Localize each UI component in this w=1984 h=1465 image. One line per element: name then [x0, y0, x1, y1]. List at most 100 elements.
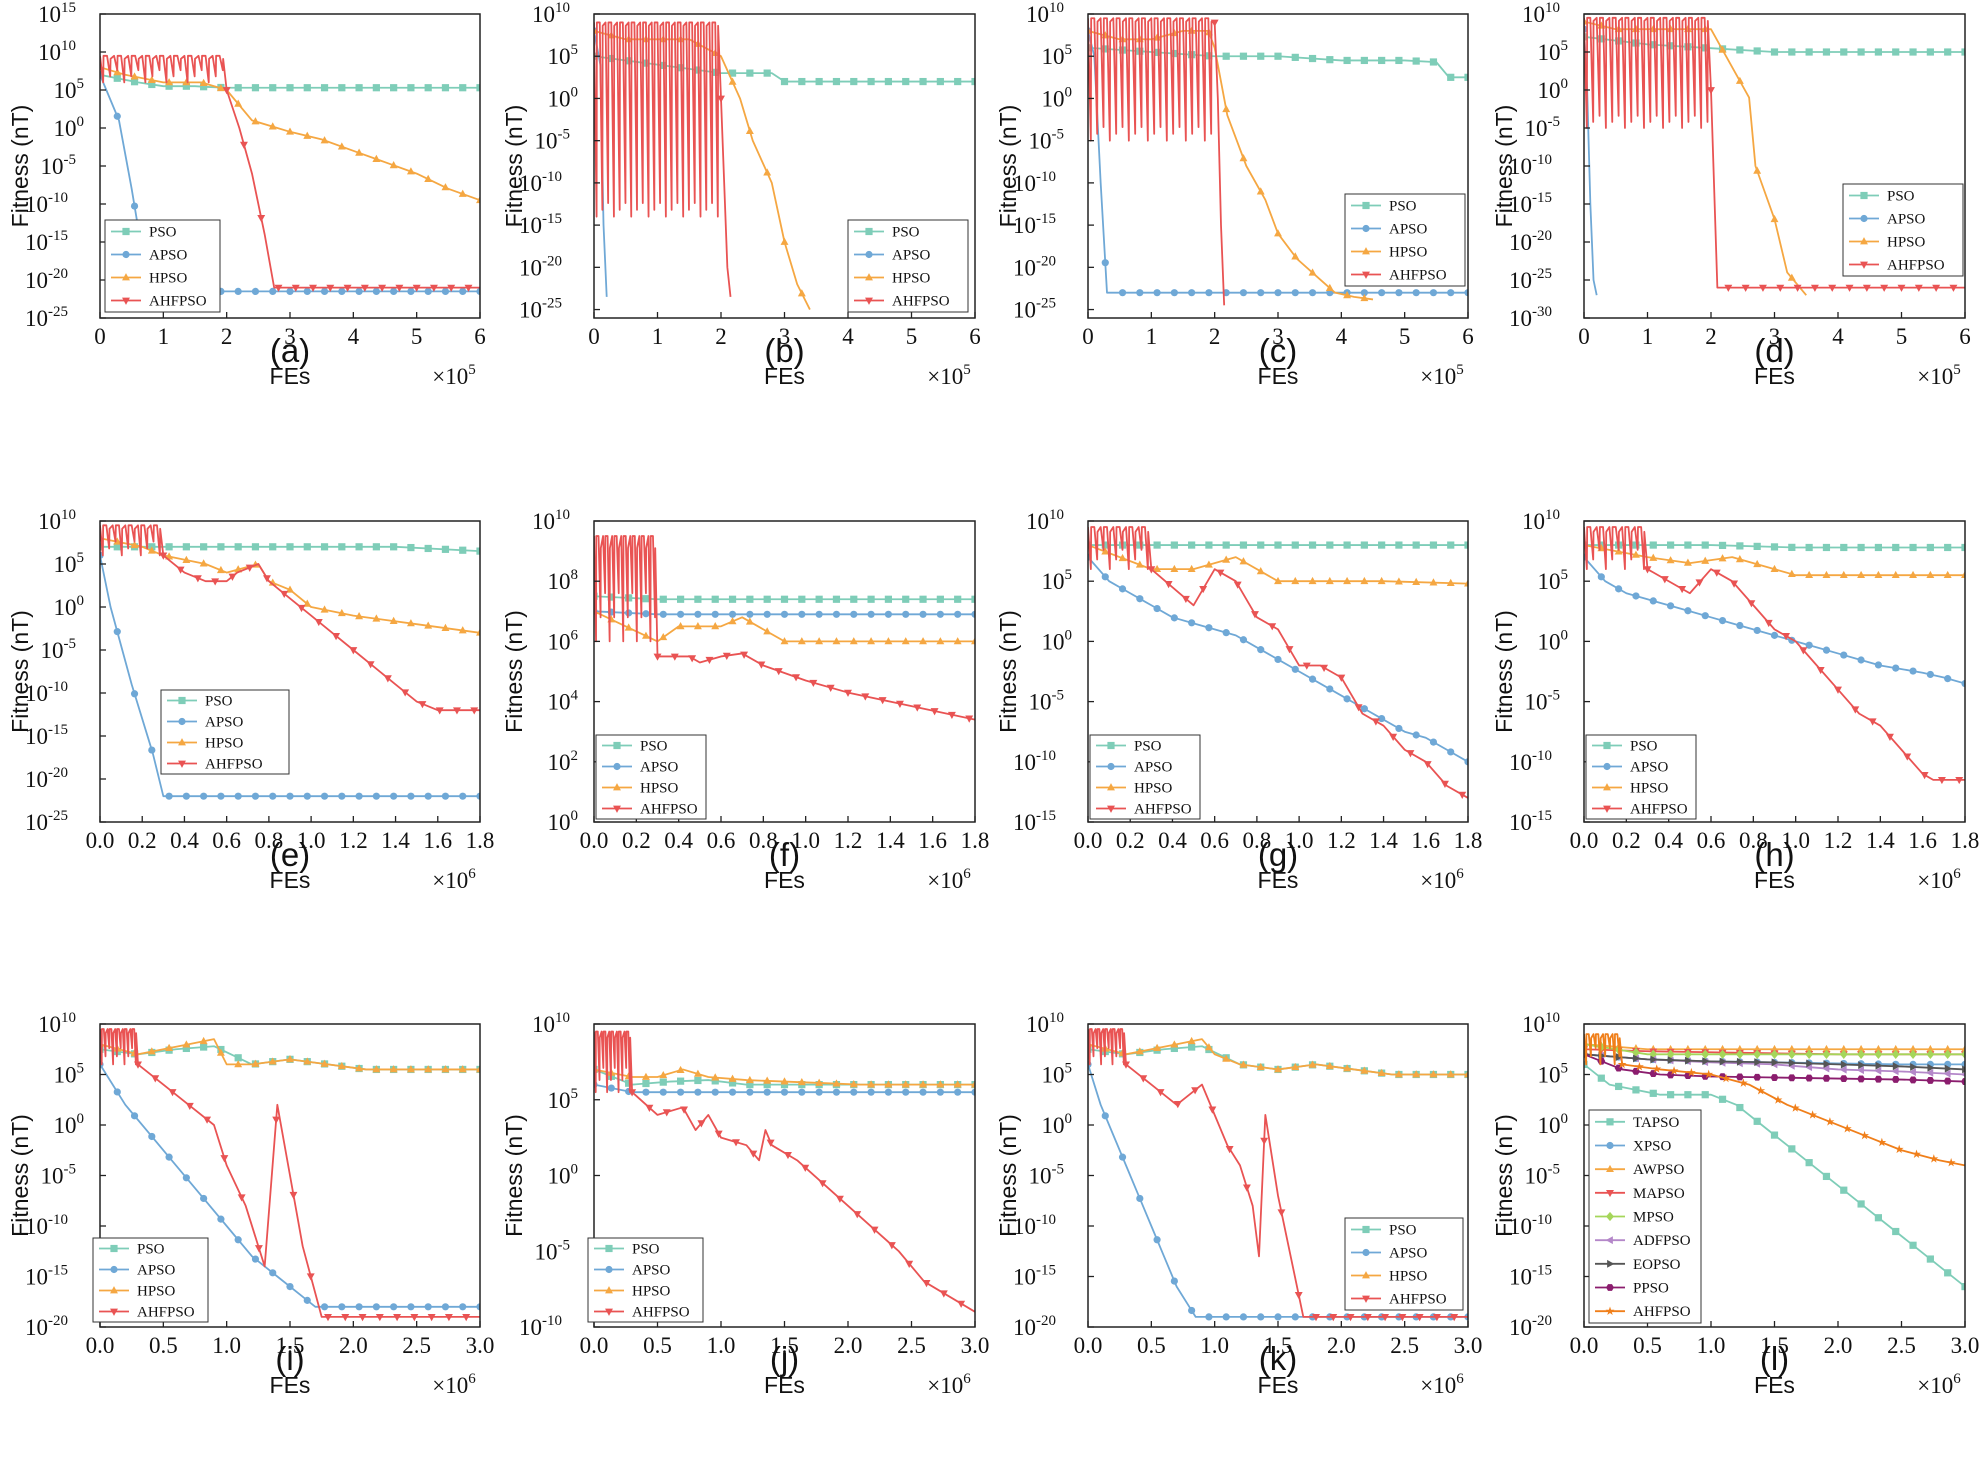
legend-label: PSO — [1389, 199, 1417, 215]
legend-marker — [605, 1244, 613, 1253]
data-point — [835, 1195, 844, 1203]
legend-label: PSO — [1887, 189, 1915, 205]
x-tick-label: 0.8 — [749, 828, 778, 853]
data-point — [1718, 45, 1727, 53]
data-point — [1683, 1049, 1692, 1059]
data-point — [309, 284, 317, 292]
data-point — [1686, 1067, 1696, 1077]
data-point — [182, 1040, 191, 1048]
data-point — [1874, 661, 1883, 669]
data-point — [1256, 1062, 1265, 1071]
data-point — [1325, 1061, 1334, 1070]
chart-panel-4: 0 1 2 3 4 5 6 1010 105 100 10-5 10-10 10-15 10-20 10-2… — [1491, 0, 1971, 389]
data-point — [458, 626, 467, 634]
panel-caption: (e) — [270, 836, 310, 873]
y-tick-label: 105 — [1042, 42, 1073, 69]
y-tick-label: 105 — [548, 42, 579, 69]
legend-marker — [1362, 1248, 1370, 1257]
data-point — [148, 1132, 156, 1141]
data-point — [1736, 46, 1744, 54]
data-point — [1891, 1049, 1900, 1059]
data-point — [199, 559, 208, 567]
data-point — [1464, 541, 1468, 549]
data-point — [1909, 543, 1917, 552]
series-line — [1584, 526, 1965, 781]
data-point — [1222, 555, 1231, 563]
x-tick-label: 3.0 — [961, 1333, 990, 1358]
y-tick-label: 10-25 — [1509, 266, 1552, 293]
data-point — [427, 1314, 436, 1322]
data-point — [919, 637, 928, 645]
series-line — [1584, 1033, 1965, 1167]
data-point — [1874, 1075, 1883, 1083]
series-line — [1088, 1038, 1468, 1076]
legend-marker — [1607, 1259, 1615, 1268]
x-tick-label: 0.6 — [1200, 828, 1229, 853]
data-point — [1753, 559, 1762, 568]
data-point — [1926, 543, 1934, 552]
plot-area — [100, 54, 480, 295]
legend: PSO APSO HPSO AHFPSO — [92, 1237, 209, 1323]
legend-label: PSO — [892, 225, 920, 241]
data-point — [251, 287, 260, 295]
data-point — [884, 610, 893, 618]
data-point — [670, 653, 679, 661]
data-point — [1170, 289, 1178, 297]
data-point — [1274, 229, 1282, 237]
data-point — [1412, 1070, 1421, 1078]
x-tick-label: 6 — [474, 324, 486, 349]
data-point — [1756, 1086, 1766, 1095]
data-point — [1615, 585, 1623, 593]
data-point — [954, 1088, 962, 1096]
data-point — [1415, 1314, 1424, 1322]
data-point — [1277, 1209, 1286, 1217]
data-point — [1343, 695, 1351, 703]
data-point — [607, 1084, 615, 1092]
data-point — [763, 1088, 771, 1096]
legend: PSO APSO HPSO AHFPSO — [1344, 1217, 1464, 1311]
legend-label: TAPSO — [1633, 1115, 1679, 1131]
data-point — [476, 792, 480, 800]
data-point — [320, 84, 329, 92]
series-ahfpso — [1584, 16, 1965, 292]
legend-marker — [605, 1265, 613, 1274]
legend-marker — [605, 1308, 613, 1316]
data-point — [1360, 541, 1368, 549]
data-point — [1874, 570, 1883, 579]
data-point — [728, 617, 737, 625]
data-point — [1239, 154, 1248, 162]
data-point — [1787, 1074, 1796, 1082]
data-point — [234, 1054, 242, 1062]
data-point — [818, 1180, 827, 1188]
axes-frame — [593, 520, 976, 823]
data-point — [1652, 1064, 1662, 1073]
y-tick-label: 10-10 — [1013, 169, 1056, 196]
data-point — [1225, 1145, 1234, 1154]
plot-area — [1088, 1028, 1468, 1322]
data-point — [441, 287, 450, 295]
chart-panel-11: 0.0 0.5 1.0 1.5 2.0 2.5 3.0 1010 105 100 10-5 10-10… — [995, 1010, 1482, 1398]
data-point — [1432, 1314, 1441, 1322]
data-point — [176, 566, 185, 574]
data-point — [1363, 1314, 1372, 1322]
legend-marker — [865, 273, 873, 281]
data-point — [717, 95, 725, 103]
x-tick-label: 0.4 — [1158, 828, 1187, 853]
data-point — [441, 792, 450, 800]
data-point — [1770, 1131, 1779, 1139]
data-point — [185, 1102, 194, 1111]
y-tick-label: 10-15 — [519, 211, 562, 238]
series-ahfpso — [100, 524, 480, 715]
legend-frame — [847, 219, 969, 313]
legend-label: APSO — [149, 248, 188, 264]
legend-marker — [1606, 1284, 1614, 1291]
legend-marker — [178, 738, 186, 746]
data-point — [338, 1303, 346, 1311]
legend-label: AHFPSO — [892, 294, 950, 310]
data-point — [360, 284, 369, 292]
data-point — [1205, 289, 1213, 297]
legend-item: MAPSO — [1595, 1186, 1685, 1202]
data-point — [1805, 48, 1813, 56]
legend-label: AHFPSO — [1389, 268, 1447, 284]
